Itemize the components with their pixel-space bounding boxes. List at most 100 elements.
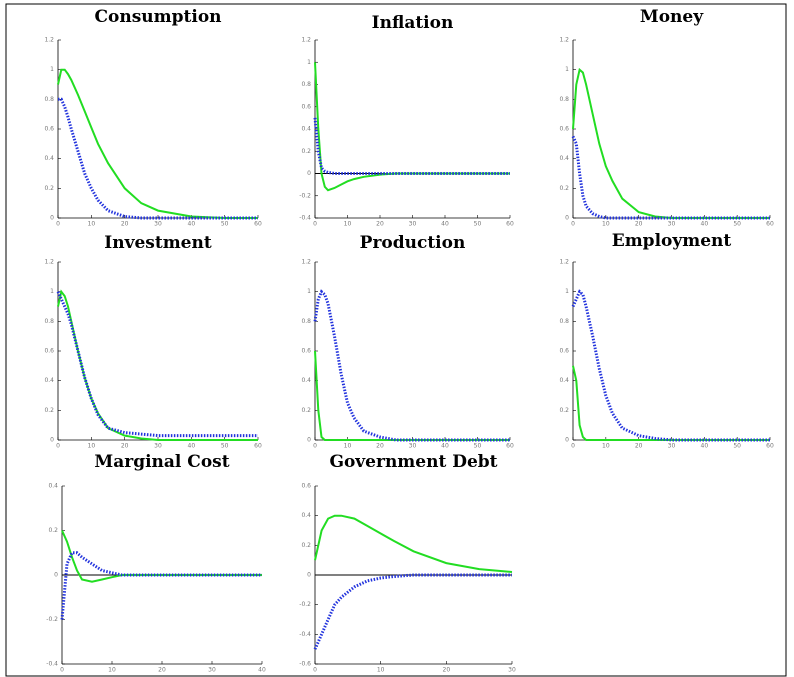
y-tick-label: 0.6	[44, 126, 54, 133]
x-tick-label: 10	[108, 667, 116, 674]
y-tick-label: 0.6	[44, 348, 54, 355]
y-tick-label: 0	[307, 437, 311, 444]
x-tick-label: 40	[188, 443, 196, 450]
x-tick-label: 0	[313, 443, 317, 450]
series-line	[60, 551, 262, 620]
x-tick-label: 20	[635, 443, 643, 450]
y-tick-label: 0.2	[301, 148, 311, 155]
y-tick-label: 0.6	[559, 126, 569, 133]
x-tick-label: 20	[376, 443, 384, 450]
y-tick-label: 1	[307, 288, 311, 295]
y-tick-label: 0	[565, 215, 569, 222]
series-line	[313, 117, 510, 175]
y-tick-label: 1.2	[559, 37, 569, 44]
chart-title: Investment	[104, 233, 212, 253]
x-tick-label: 0	[60, 667, 64, 674]
x-tick-label: 60	[254, 221, 262, 228]
y-tick-label: 0.8	[301, 318, 311, 325]
x-tick-label: 0	[56, 443, 60, 450]
y-tick-label: 1	[50, 288, 54, 295]
x-tick-label: 10	[88, 221, 96, 228]
x-tick-label: 30	[208, 667, 216, 674]
x-tick-label: 30	[154, 221, 162, 228]
x-tick-label: 60	[766, 221, 774, 228]
x-tick-label: 30	[409, 221, 417, 228]
y-tick-label: 0.8	[44, 96, 54, 103]
x-tick-label: 40	[441, 221, 449, 228]
y-tick-label: 0	[54, 572, 58, 579]
chart-title: Production	[360, 233, 466, 253]
y-tick-label: -0.2	[46, 616, 58, 623]
x-tick-label: 50	[733, 221, 741, 228]
series-line	[571, 135, 770, 220]
y-tick-label: 0.8	[559, 318, 569, 325]
x-tick-label: 30	[668, 443, 676, 450]
y-tick-label: 0.4	[301, 377, 311, 384]
y-tick-label: 1	[50, 66, 54, 73]
chart-title: Marginal Cost	[94, 452, 229, 472]
y-tick-label: 1.2	[559, 259, 569, 266]
y-tick-label: 0.4	[301, 126, 311, 133]
y-tick-label: 0	[307, 170, 311, 177]
y-tick-label: 0.4	[44, 155, 54, 162]
series-line	[571, 289, 770, 442]
x-tick-label: 50	[733, 443, 741, 450]
x-tick-label: 30	[409, 443, 417, 450]
y-tick-label: 1.2	[301, 37, 311, 44]
x-tick-label: 60	[506, 443, 514, 450]
y-tick-label: 0	[307, 572, 311, 579]
y-tick-label: 0.2	[48, 527, 58, 534]
y-tick-label: 0	[50, 215, 54, 222]
series-line	[313, 289, 510, 442]
series-line	[61, 530, 262, 583]
x-tick-label: 60	[254, 443, 262, 450]
x-tick-label: 40	[258, 667, 266, 674]
y-tick-label: -0.2	[299, 192, 311, 199]
y-tick-label: 0.4	[559, 155, 569, 162]
x-tick-label: 0	[571, 221, 575, 228]
x-tick-label: 30	[508, 667, 516, 674]
y-tick-label: 1	[565, 66, 569, 73]
series-line	[314, 514, 513, 573]
x-tick-label: 30	[668, 221, 676, 228]
x-tick-label: 10	[344, 443, 352, 450]
chart-title: Inflation	[372, 13, 454, 33]
y-tick-label: -0.4	[46, 661, 58, 668]
x-tick-label: 50	[221, 221, 229, 228]
y-tick-label: 0.4	[301, 512, 311, 519]
x-tick-label: 0	[313, 667, 317, 674]
y-tick-label: 0.6	[301, 103, 311, 110]
y-tick-label: 0.6	[301, 483, 311, 490]
y-tick-label: 0	[50, 437, 54, 444]
y-tick-label: 0.8	[301, 81, 311, 88]
chart-title: Consumption	[94, 7, 221, 27]
series-line	[56, 291, 258, 438]
y-tick-label: 0.2	[44, 407, 54, 414]
x-tick-label: 10	[602, 221, 610, 228]
series-line	[314, 350, 510, 441]
x-tick-label: 20	[121, 221, 129, 228]
x-tick-label: 0	[313, 221, 317, 228]
x-tick-label: 20	[121, 443, 129, 450]
x-tick-label: 40	[441, 443, 449, 450]
y-tick-label: 1	[307, 59, 311, 66]
y-tick-label: 0.4	[44, 377, 54, 384]
y-tick-label: -0.6	[299, 661, 311, 668]
y-tick-label: 1	[565, 288, 569, 295]
x-tick-label: 20	[158, 667, 166, 674]
y-tick-label: 0.4	[48, 483, 58, 490]
frame	[5, 3, 787, 677]
y-tick-label: 0.6	[559, 348, 569, 355]
y-tick-label: -0.4	[299, 631, 311, 638]
x-tick-label: 40	[701, 443, 709, 450]
y-tick-label: 0	[565, 437, 569, 444]
x-tick-label: 20	[635, 221, 643, 228]
y-tick-label: 0.8	[559, 96, 569, 103]
series-line	[572, 67, 770, 219]
y-tick-label: 0.2	[559, 407, 569, 414]
x-tick-label: 10	[344, 221, 352, 228]
x-tick-label: 10	[377, 667, 385, 674]
y-tick-label: 1.2	[44, 259, 54, 266]
series-line	[314, 62, 510, 192]
